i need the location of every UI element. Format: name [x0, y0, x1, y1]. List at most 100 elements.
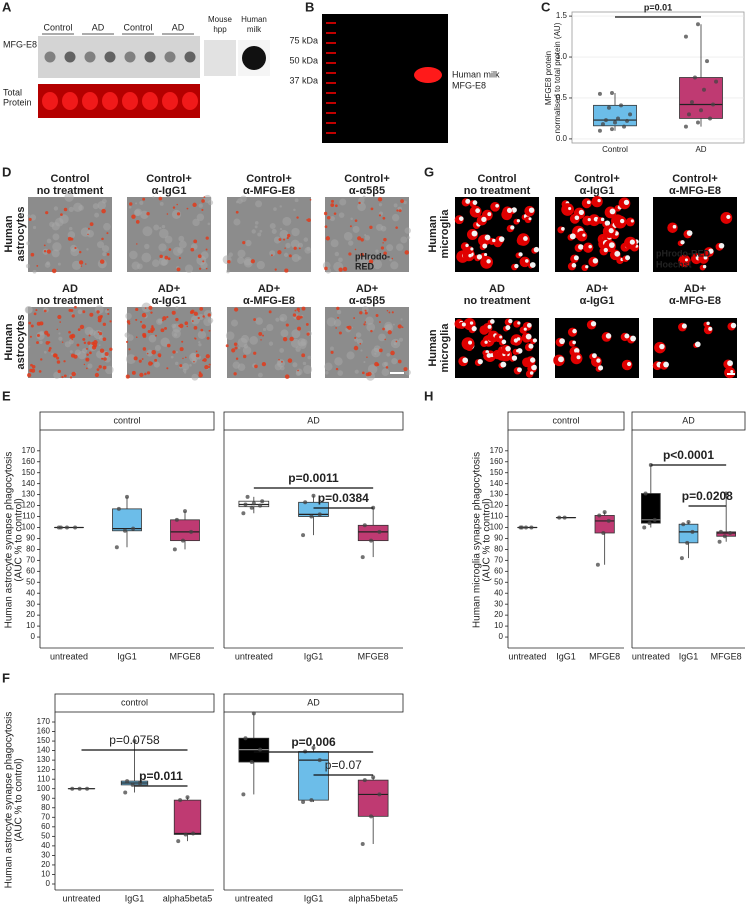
texture [358, 254, 369, 265]
nucleus [531, 364, 537, 371]
red-puncta [40, 358, 43, 361]
row-label: Total [3, 87, 22, 97]
red-puncta [375, 314, 379, 317]
red-puncta [70, 237, 74, 241]
red-puncta [29, 335, 32, 338]
nucleus [672, 224, 677, 229]
panel-label: C [541, 0, 551, 14]
texture [129, 250, 138, 260]
p-value: p<0.0001 [663, 448, 714, 462]
y-tick-label: 30 [41, 851, 50, 860]
x-tick-label: untreated [235, 651, 273, 661]
data-point [616, 116, 621, 121]
data-point [125, 779, 130, 784]
red-puncta [380, 246, 385, 250]
y-tick-label: 120 [22, 501, 36, 510]
red-puncta [205, 267, 208, 270]
texture [125, 312, 132, 320]
texture [398, 337, 404, 342]
data-point [258, 503, 263, 508]
nucleus [461, 322, 466, 327]
marker-label: 75 kDa [289, 35, 318, 45]
texture [378, 333, 386, 342]
nucleus [477, 358, 483, 365]
texture [59, 214, 69, 224]
nucleus [574, 215, 580, 221]
red-puncta [142, 334, 147, 338]
red-puncta [359, 342, 362, 345]
texture [336, 309, 342, 315]
nucleus [500, 361, 507, 368]
texture [178, 240, 187, 249]
marker-label: 50 kDa [289, 55, 318, 65]
box [170, 519, 200, 542]
red-puncta [27, 372, 32, 378]
texture [273, 207, 277, 211]
texture [146, 349, 154, 357]
texture [128, 205, 132, 209]
texture [158, 243, 167, 252]
texture [303, 364, 313, 375]
red-puncta [94, 372, 100, 378]
data-point [685, 540, 690, 545]
texture [372, 259, 383, 270]
nucleus [511, 355, 518, 361]
red-puncta [141, 358, 144, 360]
y-tick-label: 120 [490, 501, 504, 510]
red-puncta [205, 248, 208, 251]
facet-strip [223, 693, 404, 713]
data-point [597, 91, 602, 96]
nucleus [586, 200, 591, 205]
red-cell [667, 222, 678, 233]
micrograph [124, 302, 214, 381]
texture [329, 215, 336, 222]
condition-title: α-MFG-E8 [669, 185, 721, 197]
nucleus [529, 371, 534, 375]
red-puncta [198, 267, 202, 270]
texture [178, 235, 185, 242]
texture [256, 260, 265, 270]
red-puncta [208, 363, 211, 366]
condition-title: Control+ [672, 173, 718, 185]
red-puncta [324, 266, 328, 271]
nucleus [506, 207, 513, 214]
red-puncta [56, 356, 60, 360]
y-tick-label: 70 [26, 555, 35, 564]
texture [343, 231, 353, 241]
protein-dot [182, 92, 198, 110]
data-point [123, 790, 128, 795]
red-puncta [61, 341, 64, 343]
nucleus [626, 361, 632, 367]
ladder-band [326, 72, 336, 74]
data-point [699, 108, 703, 113]
nucleus [680, 240, 685, 245]
texture [290, 239, 300, 249]
texture [279, 365, 285, 371]
condition-title: AD+ [684, 283, 706, 295]
red-puncta [338, 331, 342, 335]
red-puncta [242, 240, 246, 245]
x-tick-label: untreated [62, 893, 100, 903]
texture [294, 198, 299, 203]
texture [207, 222, 211, 226]
red-puncta [99, 259, 105, 264]
red-puncta [146, 371, 151, 375]
group-label: Control [123, 22, 152, 32]
y-tick-label: 110 [22, 512, 35, 521]
x-tick-label: untreated [508, 651, 546, 661]
red-puncta [125, 374, 130, 379]
texture [197, 330, 207, 339]
texture [98, 344, 101, 347]
red-puncta [172, 350, 176, 354]
texture [271, 228, 277, 235]
texture [257, 372, 263, 378]
red-puncta [109, 347, 113, 352]
red-puncta [278, 238, 282, 241]
red-puncta [403, 367, 408, 372]
texture [298, 341, 307, 349]
red-puncta [125, 340, 129, 344]
texture [237, 346, 241, 349]
red-cell [591, 195, 603, 208]
nucleus [703, 255, 708, 260]
x-tick-label: MFGE8 [589, 651, 620, 661]
